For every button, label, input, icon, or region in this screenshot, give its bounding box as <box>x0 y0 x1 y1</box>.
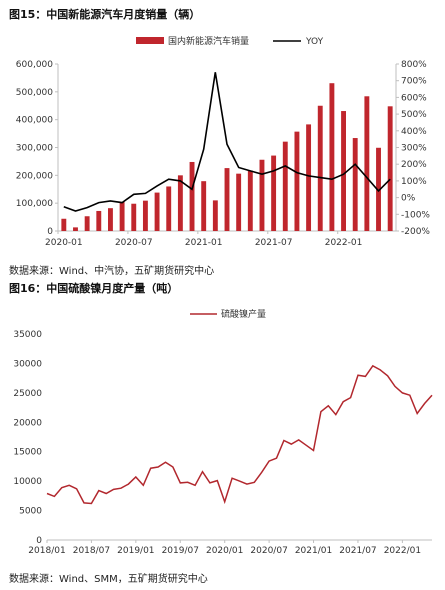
y-tick-label: 10000 <box>13 477 42 487</box>
right-tick-label: -200% <box>401 227 430 237</box>
left-tick-label: 600,000 <box>16 60 53 70</box>
y-tick-label: 35000 <box>13 330 42 340</box>
x-tick-label: 2019/01 <box>117 546 154 556</box>
right-tick-label: 100% <box>401 177 427 187</box>
sales-bar <box>96 210 102 231</box>
sales-bar <box>352 138 358 231</box>
chart-nickel-sulfate-production: 0 5000 10000 15000 20000 25000 30000 35000 2018/… <box>13 308 433 556</box>
figure-15-title: 图15：中国新能源汽车月度销量（辆） <box>9 8 201 21</box>
sales-bar <box>306 124 312 231</box>
right-tick-label: 200% <box>401 160 427 170</box>
legend-label-yoy: YOY <box>305 37 324 47</box>
sales-bar <box>236 173 242 231</box>
x-tick-label: 2021-07 <box>255 238 293 248</box>
sales-bar <box>61 218 67 231</box>
sales-bar <box>108 208 113 231</box>
figure-15-source: 数据来源：Wind、中汽协，五矿期货研究中心 <box>9 266 215 277</box>
sales-bar <box>73 227 78 231</box>
legend-label-sales: 国内新能源汽车销量 <box>168 35 249 47</box>
sales-bar <box>282 141 288 231</box>
legend-swatch-sales <box>136 37 164 44</box>
x-tick-label: 2022-01 <box>325 238 363 248</box>
y-tick-label: 25000 <box>13 389 42 399</box>
y-tick-label: 20000 <box>13 418 42 428</box>
sales-bar <box>84 216 90 231</box>
y-tick-label: 30000 <box>13 359 42 369</box>
x-tick-label: 2022/01 <box>384 546 421 556</box>
left-tick-label: 500,000 <box>16 88 53 98</box>
sales-bar <box>224 168 230 231</box>
left-tick-label: 400,000 <box>16 116 53 126</box>
sales-bar <box>364 96 370 231</box>
y-tick-label: 15000 <box>13 448 42 458</box>
sales-bar <box>387 106 393 231</box>
right-tick-label: 700% <box>401 77 427 87</box>
figure-16-title: 图16：中国硫酸镍月度产量（吨） <box>9 282 179 295</box>
sales-bar <box>119 202 125 231</box>
right-tick-label: 300% <box>401 144 427 154</box>
x-tick-label: 2020/07 <box>250 546 287 556</box>
sales-bar <box>271 155 277 231</box>
x-tick-label: 2020-01 <box>45 238 83 248</box>
right-tick-label: -100% <box>401 210 430 220</box>
sales-bar <box>142 200 148 231</box>
left-tick-label: 200,000 <box>16 171 53 181</box>
right-tick-label: 500% <box>401 110 427 120</box>
sales-bar <box>247 170 253 231</box>
x-tick-label: 2020-07 <box>115 238 153 248</box>
x-tick-label: 2018/07 <box>73 546 110 556</box>
right-tick-label: 0% <box>401 194 416 204</box>
right-tick-label: 400% <box>401 127 427 137</box>
left-tick-label: 100,000 <box>16 199 53 209</box>
x-tick-label: 2020/01 <box>206 546 243 556</box>
right-tick-label: 600% <box>401 93 427 103</box>
yoy-line <box>63 72 391 212</box>
sales-bar <box>131 203 137 231</box>
sales-bar <box>259 159 265 231</box>
x-tick-label: 2018/01 <box>28 546 65 556</box>
y-tick-label: 5000 <box>19 507 42 517</box>
x-tick-label: 2021/07 <box>339 546 376 556</box>
chart-new-energy-vehicle-sales: 0 100,000 200,000 300,000 400,000 500,000 600,… <box>16 35 431 248</box>
legend-label-production: 硫酸镍产量 <box>221 308 266 320</box>
x-tick-label: 2021/01 <box>295 546 332 556</box>
sales-bar <box>294 131 300 231</box>
figure-16-source: 数据来源：Wind、SMM，五矿期货研究中心 <box>9 574 208 585</box>
production-line <box>46 364 433 505</box>
sales-bar <box>212 200 218 231</box>
sales-bar <box>201 181 207 231</box>
sales-bar <box>166 186 172 231</box>
x-tick-label: 2019/07 <box>162 546 199 556</box>
sales-bar <box>154 192 160 231</box>
sales-bar <box>177 175 183 231</box>
sales-bar <box>189 161 195 231</box>
left-tick-label: 300,000 <box>16 144 53 154</box>
sales-bar <box>376 147 381 231</box>
right-tick-label: 800% <box>401 60 427 70</box>
x-tick-label: 2021-01 <box>185 238 223 248</box>
sales-bar <box>329 83 335 231</box>
sales-bar <box>317 105 323 231</box>
left-tick-label: 0 <box>47 227 53 237</box>
y-tick-label: 0 <box>36 536 42 546</box>
sales-bar <box>341 111 346 231</box>
